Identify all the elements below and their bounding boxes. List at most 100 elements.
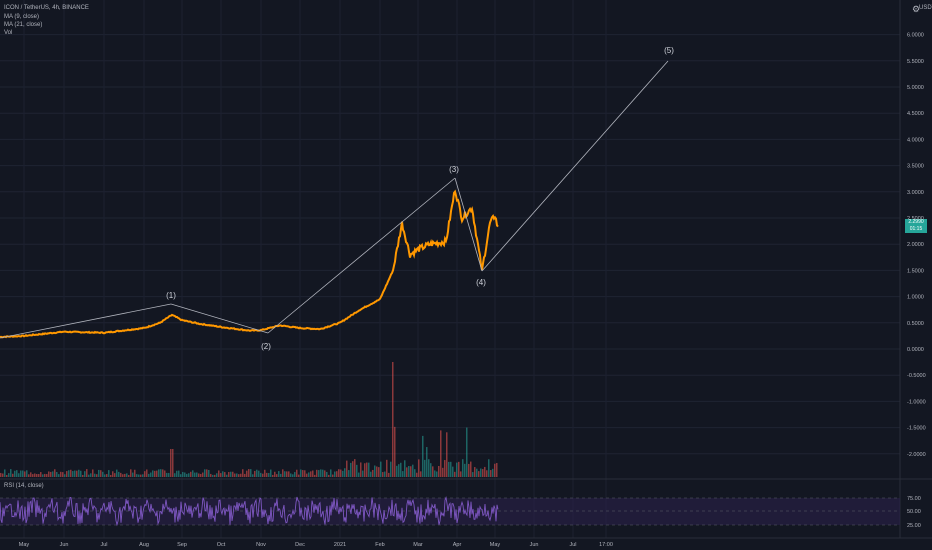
volume-bar	[114, 473, 116, 477]
price-tick-label: 5.0000	[907, 85, 924, 91]
volume-bar	[208, 470, 210, 477]
volume-bar	[204, 469, 206, 477]
volume-bar	[152, 470, 154, 477]
volume-bar	[238, 474, 240, 477]
time-tick-label: 17:00	[599, 542, 613, 548]
rsi-pane: 75.00 50.00 25.00	[0, 495, 921, 529]
volume-bar	[466, 427, 468, 477]
settings-gear-icon[interactable]: ⚙	[912, 4, 921, 14]
volume-bar	[228, 472, 230, 477]
volume-bar	[242, 469, 244, 477]
volume-bar	[70, 469, 72, 477]
price-axis[interactable]: 6.0000 5.5000 5.0000 4.5000 4.0000 3.5000 3.00…	[907, 33, 926, 458]
price-tick-label: -0.5000	[907, 373, 926, 379]
wave-segment	[454, 177, 483, 272]
volume-bar	[376, 466, 378, 477]
volume-bar	[106, 474, 108, 477]
price-tick-label: 0.5000	[907, 321, 924, 327]
volume-bar	[10, 469, 12, 477]
volume-bar	[406, 467, 408, 477]
volume-bar	[308, 472, 310, 477]
volume-bar	[344, 468, 346, 477]
volume-bar	[442, 467, 444, 477]
time-tick-label: May	[19, 542, 30, 548]
volume-bar	[138, 474, 140, 477]
volume-bar	[44, 473, 46, 477]
volume-legend[interactable]: Vol	[4, 30, 13, 36]
price-tick-label: 0.0000	[907, 347, 924, 353]
volume-bar	[398, 464, 400, 477]
volume-bar	[278, 471, 280, 477]
volume-bar	[294, 472, 296, 477]
volume-bar	[210, 473, 212, 477]
volume-bar	[332, 474, 334, 477]
volume-bar	[470, 461, 472, 477]
volume-bar	[40, 472, 42, 477]
volume-bar	[244, 473, 246, 477]
volume-bar	[408, 465, 410, 477]
volume-bar	[142, 474, 144, 477]
volume-bar	[0, 472, 2, 477]
volume-bar	[362, 470, 364, 477]
ma21-legend[interactable]: MA (21, close)	[4, 22, 43, 28]
ma9-legend[interactable]: MA (9, close)	[4, 14, 40, 20]
volume-bar	[2, 473, 4, 477]
price-tick-label: 6.0000	[907, 33, 924, 39]
time-tick-label: 2021	[334, 542, 346, 548]
price-tick-label: 1.5000	[907, 268, 924, 274]
volume-bar	[272, 474, 274, 477]
volume-bar	[150, 472, 152, 477]
volume-bar	[414, 469, 416, 477]
volume-bar	[254, 470, 256, 477]
current-price-badge: 2.2990 01:15	[905, 219, 927, 233]
volume-bar	[52, 471, 54, 477]
volume-bar	[348, 470, 350, 477]
volume-bar	[160, 469, 162, 477]
volume-bar	[240, 473, 242, 477]
volume-bar	[492, 468, 494, 477]
time-tick-label: Mar	[413, 542, 423, 548]
volume-bar	[264, 469, 266, 477]
wave-segment	[170, 303, 269, 334]
wave-label: (1)	[166, 291, 176, 300]
price-tick-label: -1.5000	[907, 426, 926, 432]
volume-bar	[258, 470, 260, 477]
volume-bar	[374, 465, 376, 477]
volume-bar	[116, 469, 118, 477]
volume-bar	[352, 461, 354, 477]
volume-bar	[462, 459, 464, 477]
volume-bar	[304, 470, 306, 477]
time-tick-label: Jul	[100, 542, 107, 548]
volume-bar	[28, 474, 30, 477]
volume-bar	[68, 470, 70, 477]
volume-bar	[126, 473, 128, 477]
time-axis[interactable]: May Jun Jul Aug Sep Oct Nov Dec 2021 Feb Mar Apr May…	[19, 542, 613, 548]
volume-bar	[22, 470, 24, 477]
volume-bar	[102, 471, 104, 477]
volume-bar	[336, 471, 338, 477]
volume-bar	[396, 465, 398, 477]
volume-bar	[66, 471, 68, 477]
volume-bar	[158, 469, 160, 477]
volume-bar	[84, 471, 86, 477]
volume-bar	[354, 459, 356, 477]
volume-bar	[430, 463, 432, 477]
volume-bar	[118, 471, 120, 477]
volume-bar	[314, 474, 316, 477]
volume-bar	[98, 469, 100, 477]
currency-label: USDT	[919, 5, 932, 11]
wave-label: (3)	[449, 165, 459, 174]
volume-bar	[438, 466, 440, 477]
volume-bar	[302, 470, 304, 477]
volume-bar	[290, 473, 292, 477]
volume-bar	[250, 469, 252, 477]
time-tick-label: Nov	[256, 542, 266, 548]
rsi-legend[interactable]: RSI (14, close)	[4, 483, 44, 489]
price-tick-label: 5.5000	[907, 59, 924, 65]
volume-bar	[108, 470, 110, 477]
volume-bar	[50, 471, 52, 477]
volume-bar	[300, 469, 302, 477]
time-tick-label: Sep	[177, 542, 187, 548]
